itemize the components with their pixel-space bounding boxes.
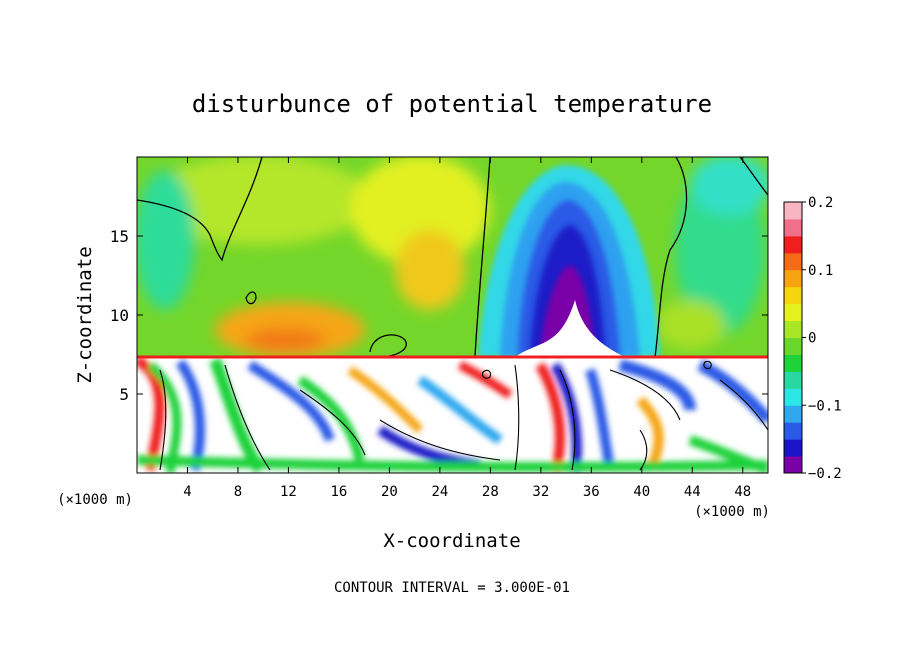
x-tick-label: 40 — [633, 484, 650, 500]
cool-region-left — [137, 170, 195, 310]
x-tick-label: 24 — [431, 484, 448, 500]
colorbar-tick-label: −0.1 — [808, 398, 842, 414]
colorbar-swatch — [784, 202, 802, 220]
y-axis: 5 10 15 — [110, 227, 768, 404]
warm-region-center — [395, 230, 465, 310]
colorbar-swatch — [784, 218, 802, 237]
colorbar-swatch — [784, 337, 802, 355]
colorbar-tick-label: 0.2 — [808, 195, 833, 211]
upper-layer — [137, 157, 768, 357]
warm-region-top-left — [150, 157, 370, 245]
colorbar-tick-label: 0.1 — [808, 263, 833, 279]
colorbar-swatch — [784, 371, 802, 389]
cold-plume — [478, 165, 660, 357]
y-tick-label: 10 — [110, 306, 129, 325]
colorbar-swatch — [784, 422, 802, 440]
colorbar: −0.2 −0.1 0 0.1 0.2 — [783, 195, 842, 482]
colorbar-swatch — [784, 439, 802, 457]
warm-region-lower-left-core — [245, 328, 325, 352]
x-tick-label: 20 — [381, 484, 398, 500]
contour-interval-note: CONTOUR INTERVAL = 3.000E-01 — [334, 580, 570, 596]
lower-contours — [159, 360, 768, 471]
x-tick-label: 16 — [330, 484, 347, 500]
x-tick-label: 12 — [280, 484, 297, 500]
x-tick-label: 4 — [183, 484, 191, 500]
colorbar-swatch — [784, 405, 802, 423]
cool-region-upper-right — [690, 157, 768, 215]
chart-title: disturbunce of potential temperature — [192, 90, 712, 118]
colorbar-swatch — [784, 456, 802, 474]
colorbar-swatch — [784, 252, 802, 271]
colorbar-swatch — [784, 354, 802, 372]
x-tick-label: 36 — [583, 484, 600, 500]
heatmap-field — [137, 157, 768, 473]
x-axis: 4 8 12 16 20 24 28 32 36 40 44 48 — [183, 157, 751, 500]
warm-region-top-center — [350, 157, 490, 265]
y-tick-label: 15 — [110, 227, 129, 246]
colorbar-tick-label: 0 — [808, 331, 816, 347]
x-axis-title: X-coordinate — [383, 530, 520, 552]
colorbar-tick-label: −0.2 — [808, 466, 842, 482]
x-tick-label: 32 — [532, 484, 549, 500]
colorbar-swatch — [784, 286, 802, 305]
x-tick-label: 44 — [684, 484, 701, 500]
x-tick-label: 8 — [234, 484, 242, 500]
colorbar-swatch — [784, 320, 802, 338]
x-unit-label-left: (×1000 m) — [57, 492, 133, 508]
lower-layer — [137, 357, 768, 473]
x-tick-label: 28 — [482, 484, 499, 500]
y-axis-title: Z-coordinate — [74, 246, 96, 383]
colorbar-swatch — [784, 269, 802, 288]
colorbar-swatch — [784, 235, 802, 254]
y-tick-label: 5 — [119, 385, 129, 404]
warm-region-right — [655, 300, 725, 350]
x-unit-label-right: (×1000 m) — [694, 504, 770, 520]
colorbar-swatch — [784, 303, 802, 322]
x-tick-label: 48 — [734, 484, 751, 500]
colorbar-swatch — [784, 388, 802, 406]
